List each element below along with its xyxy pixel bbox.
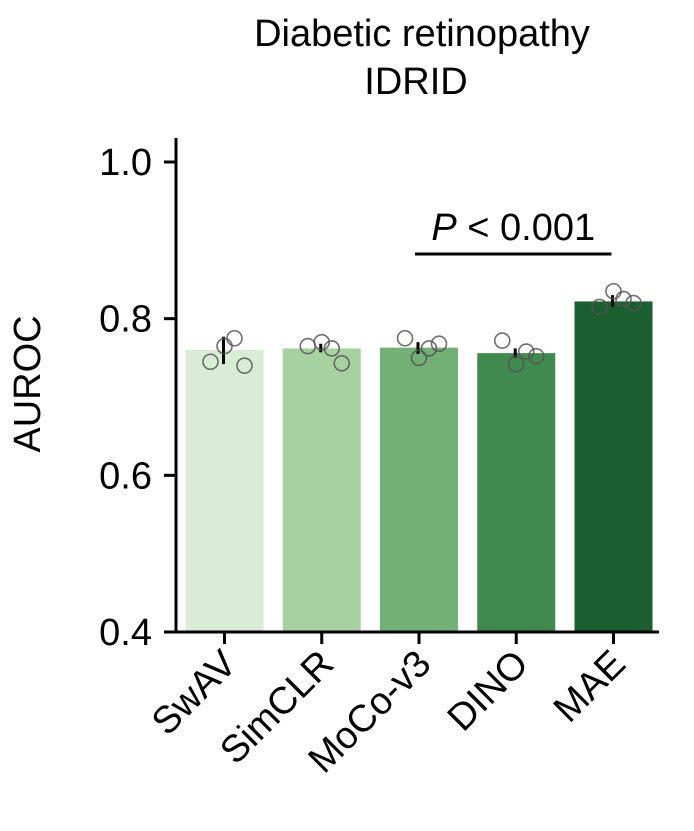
- y-tick-label: 0.4: [99, 612, 152, 654]
- data-point: [323, 340, 341, 357]
- data-point: [333, 355, 351, 372]
- data-point: [396, 329, 414, 347]
- chart-subtitle: IDRID: [364, 61, 467, 103]
- y-axis-label: AUROC: [7, 315, 49, 452]
- data-point: [517, 343, 535, 360]
- y-tick-label: 0.6: [99, 455, 152, 497]
- significance-label: P < 0.001: [431, 207, 595, 249]
- y-tick-label: 1.0: [99, 142, 152, 184]
- bar-mae: [574, 301, 653, 632]
- data-point: [236, 357, 253, 374]
- data-point: [420, 340, 438, 357]
- data-point: [591, 298, 608, 316]
- x-tick-label: MAE: [546, 643, 634, 731]
- data-point: [615, 290, 632, 308]
- bar-simclr: [282, 348, 361, 632]
- data-point: [410, 349, 428, 367]
- y-tick-label: 0.8: [99, 299, 152, 341]
- x-tick-label: DINO: [440, 643, 537, 740]
- data-point: [493, 332, 511, 349]
- data-point: [202, 353, 219, 371]
- data-point: [226, 329, 243, 347]
- data-point: [527, 347, 545, 365]
- bar-moco-v3: [380, 347, 458, 632]
- data-point: [625, 294, 642, 312]
- bar-dino: [477, 353, 556, 632]
- bar-swav: [185, 350, 264, 632]
- data-point: [430, 335, 448, 353]
- chart-title: Diabetic retinopathy: [254, 13, 590, 55]
- data-point: [507, 355, 525, 373]
